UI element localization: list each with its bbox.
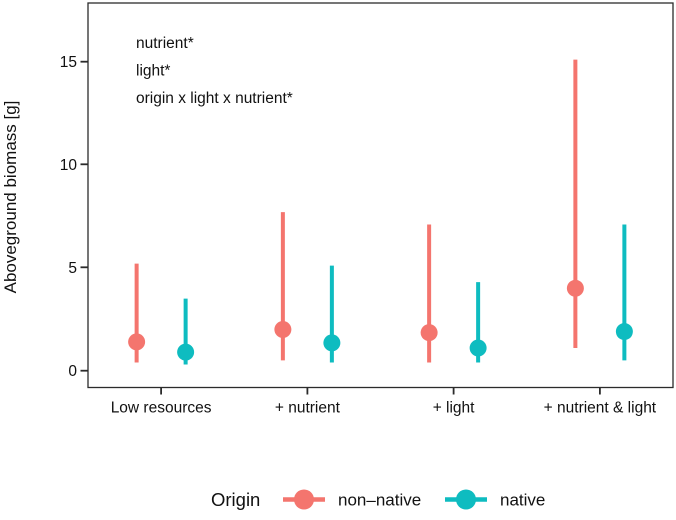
x-tick-label-nutrient: + nutrient bbox=[275, 400, 341, 417]
legend-key-non-native bbox=[283, 489, 325, 510]
legend-key-point-native bbox=[456, 489, 476, 510]
legend-key-point-non-native bbox=[294, 489, 314, 510]
annotations: nutrient* light* origin x light x nutrie… bbox=[136, 35, 293, 107]
legend-title: Origin bbox=[211, 489, 260, 510]
y-tick-label-0: 0 bbox=[68, 363, 77, 380]
y-axis-tick-labels: 0 5 10 15 bbox=[60, 54, 78, 380]
point-non-native-3 bbox=[566, 279, 584, 297]
legend-label-native: native bbox=[500, 491, 545, 510]
y-tick-label-10: 10 bbox=[60, 157, 78, 174]
x-tick-label-nutrient-and-light: + nutrient & light bbox=[544, 400, 657, 417]
point-native-0 bbox=[177, 343, 195, 361]
point-native-3 bbox=[615, 323, 633, 341]
y-tick-label-5: 5 bbox=[68, 260, 77, 277]
point-non-native-0 bbox=[128, 333, 146, 351]
y-tick-label-15: 15 bbox=[60, 54, 77, 71]
y-axis-ticks bbox=[80, 60, 88, 372]
plot-panel-border bbox=[87, 2, 674, 389]
point-non-native-1 bbox=[274, 321, 292, 338]
point-non-native-2 bbox=[420, 324, 438, 342]
x-axis-tick-labels: Low resources + nutrient + light + nutri… bbox=[111, 400, 657, 417]
point-native-1 bbox=[323, 334, 341, 352]
x-tick-label-low-resources: Low resources bbox=[111, 400, 212, 417]
legend-key-native bbox=[445, 489, 487, 510]
x-axis-ticks bbox=[160, 387, 601, 395]
annotation-interaction: origin x light x nutrient* bbox=[136, 90, 293, 107]
annotation-light: light* bbox=[136, 63, 170, 80]
pointrange-layer bbox=[128, 59, 633, 365]
legend-label-non-native: non–native bbox=[338, 491, 421, 510]
point-native-2 bbox=[469, 339, 487, 357]
annotation-nutrient: nutrient* bbox=[136, 35, 194, 52]
y-axis-title: Aboveground biomass [g] bbox=[1, 101, 20, 294]
legend: Origin non–native native bbox=[211, 489, 545, 510]
x-tick-label-light: + light bbox=[433, 400, 475, 417]
